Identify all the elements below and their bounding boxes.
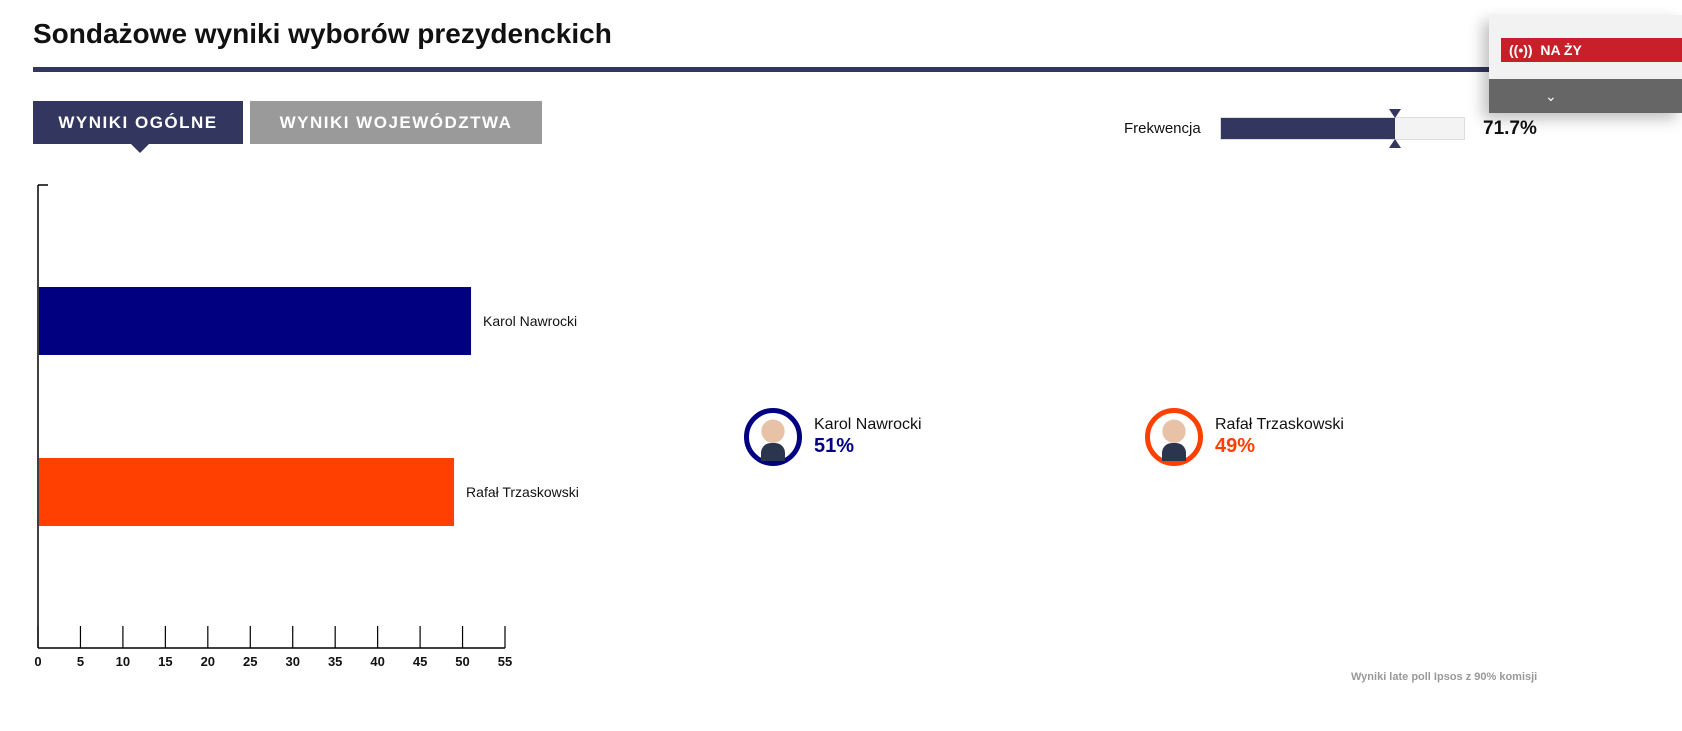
- x-tick-label: 25: [243, 654, 257, 669]
- turnout-fill: [1221, 118, 1396, 139]
- bar-2: [39, 458, 455, 526]
- live-panel: ((•)) NA ŻY ⌄: [1489, 15, 1682, 113]
- broadcast-icon: ((•)): [1509, 42, 1533, 58]
- candidate-percent: 51%: [814, 435, 855, 457]
- bar-label: Rafał Trzaskowski: [466, 484, 579, 500]
- x-tick-label: 20: [201, 654, 215, 669]
- turnout-marker-bottom: [1389, 139, 1402, 148]
- chevron-down-icon: ⌄: [1545, 88, 1557, 104]
- turnout-marker-top: [1389, 109, 1402, 118]
- footnote: Wyniki late poll Ipsos z 90% komisji: [1351, 671, 1538, 683]
- bar-1: [39, 287, 472, 355]
- page-title: Sondażowe wyniki wyborów prezydenckich: [33, 18, 612, 49]
- results-bar-chart: 0 5 10 15 20 25 30 35 40 45 50 55 Karol Nawrocki Rafa…: [34, 184, 579, 669]
- turnout-label: Frekwencja: [1124, 120, 1201, 137]
- tab-overall-results[interactable]: WYNIKI OGÓLNE: [33, 101, 243, 153]
- x-tick-label: 40: [370, 654, 384, 669]
- x-tick-label: 55: [498, 654, 512, 669]
- candidate-name: Rafał Trzaskowski: [1215, 416, 1344, 433]
- x-tick-label: 0: [34, 654, 41, 669]
- x-tick-label: 45: [413, 654, 427, 669]
- live-label: NA ŻY: [1540, 42, 1582, 58]
- bar-label: Karol Nawrocki: [483, 313, 577, 329]
- x-tick-label: 30: [285, 654, 299, 669]
- live-button[interactable]: ((•)) NA ŻY: [1501, 38, 1682, 62]
- x-tick-label: 5: [77, 654, 84, 669]
- candidate-name: Karol Nawrocki: [814, 416, 922, 433]
- x-tick-label: 15: [158, 654, 172, 669]
- avatar: [1145, 408, 1203, 466]
- x-tick-label: 35: [328, 654, 342, 669]
- avatar: [744, 408, 802, 466]
- title-divider: [33, 67, 1503, 72]
- turnout-bar: [1220, 117, 1465, 140]
- live-dropdown-toggle[interactable]: ⌄: [1489, 79, 1682, 113]
- x-tick-label: 10: [116, 654, 130, 669]
- turnout-value: 71.7%: [1483, 118, 1537, 139]
- tab-voivodeship-results[interactable]: WYNIKI WOJEWÓDZTWA: [250, 101, 542, 144]
- x-tick-label: 50: [455, 654, 469, 669]
- candidate-percent: 49%: [1215, 435, 1256, 457]
